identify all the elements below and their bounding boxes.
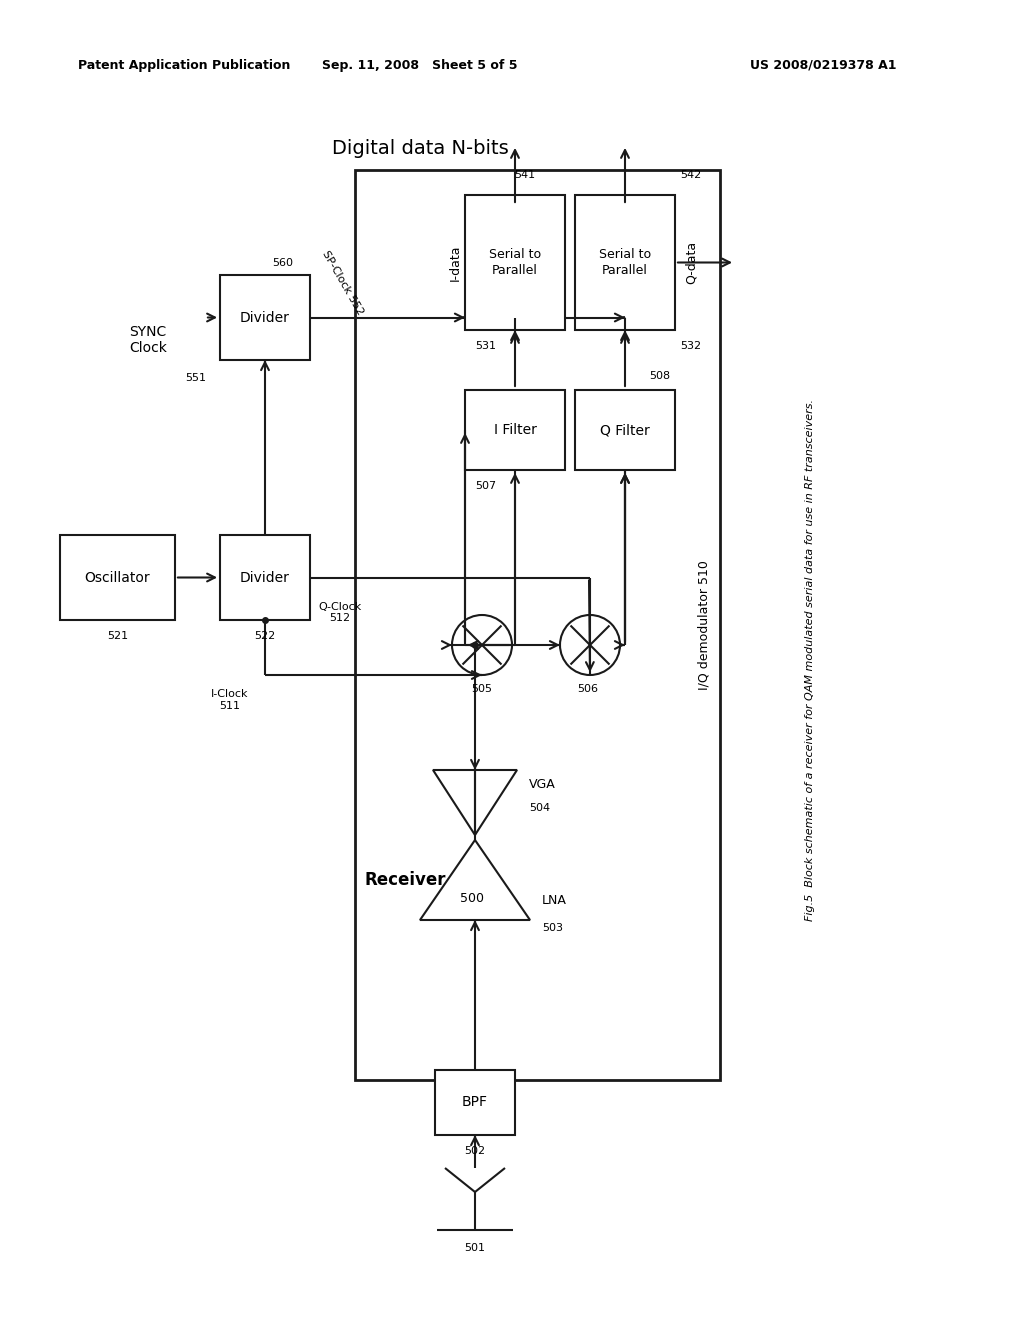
Text: 521: 521 [106, 631, 128, 642]
Text: Serial to
Parallel: Serial to Parallel [599, 248, 651, 276]
Text: Serial to
Parallel: Serial to Parallel [488, 248, 541, 276]
Bar [220, 535, 310, 620]
Text: 532: 532 [680, 341, 701, 351]
Bar [355, 170, 720, 1080]
Bar [220, 275, 310, 360]
Text: 505: 505 [471, 684, 493, 694]
Text: Divider: Divider [240, 570, 290, 585]
Text: Patent Application Publication: Patent Application Publication [78, 58, 291, 71]
Text: 508: 508 [649, 371, 670, 381]
Text: 502: 502 [465, 1146, 485, 1156]
Text: Divider: Divider [240, 310, 290, 325]
Text: 507: 507 [475, 480, 496, 491]
Bar [465, 389, 565, 470]
Bar [60, 535, 175, 620]
Text: Oscillator: Oscillator [85, 570, 151, 585]
Text: 531: 531 [475, 341, 496, 351]
Text: Fig.5  Block schematic of a receiver for QAM modulated serial data for use in RF: Fig.5 Block schematic of a receiver for … [805, 399, 815, 921]
Text: I/Q demodulator 510: I/Q demodulator 510 [697, 560, 711, 690]
Text: Q-data: Q-data [684, 242, 697, 284]
Text: 522: 522 [254, 631, 275, 642]
Text: 560: 560 [272, 257, 294, 268]
Text: SYNC
Clock: SYNC Clock [129, 325, 167, 355]
Text: Receiver: Receiver [365, 871, 446, 888]
Text: Q-Clock
512: Q-Clock 512 [318, 602, 361, 623]
Bar [575, 195, 675, 330]
Text: VGA: VGA [529, 779, 556, 792]
Text: BPF: BPF [462, 1096, 488, 1110]
Bar [465, 195, 565, 330]
Text: 551: 551 [185, 374, 206, 383]
Bar [435, 1071, 515, 1135]
Bar [575, 389, 675, 470]
Text: Q Filter: Q Filter [600, 422, 650, 437]
Text: LNA: LNA [542, 894, 567, 907]
Text: 501: 501 [465, 1243, 485, 1253]
Text: 504: 504 [529, 803, 550, 813]
Text: I-data: I-data [449, 244, 462, 281]
Text: Digital data N-bits: Digital data N-bits [332, 139, 508, 157]
Text: 542: 542 [680, 170, 701, 180]
Text: I-Clock
511: I-Clock 511 [211, 689, 249, 710]
Text: Sep. 11, 2008   Sheet 5 of 5: Sep. 11, 2008 Sheet 5 of 5 [323, 58, 518, 71]
Text: 506: 506 [578, 684, 598, 694]
Text: I Filter: I Filter [494, 422, 537, 437]
Text: 503: 503 [542, 923, 563, 933]
Text: US 2008/0219378 A1: US 2008/0219378 A1 [750, 58, 896, 71]
Text: SP-Clock 552: SP-Clock 552 [319, 248, 365, 317]
Text: 541: 541 [514, 170, 536, 180]
Text: 500: 500 [460, 891, 484, 904]
